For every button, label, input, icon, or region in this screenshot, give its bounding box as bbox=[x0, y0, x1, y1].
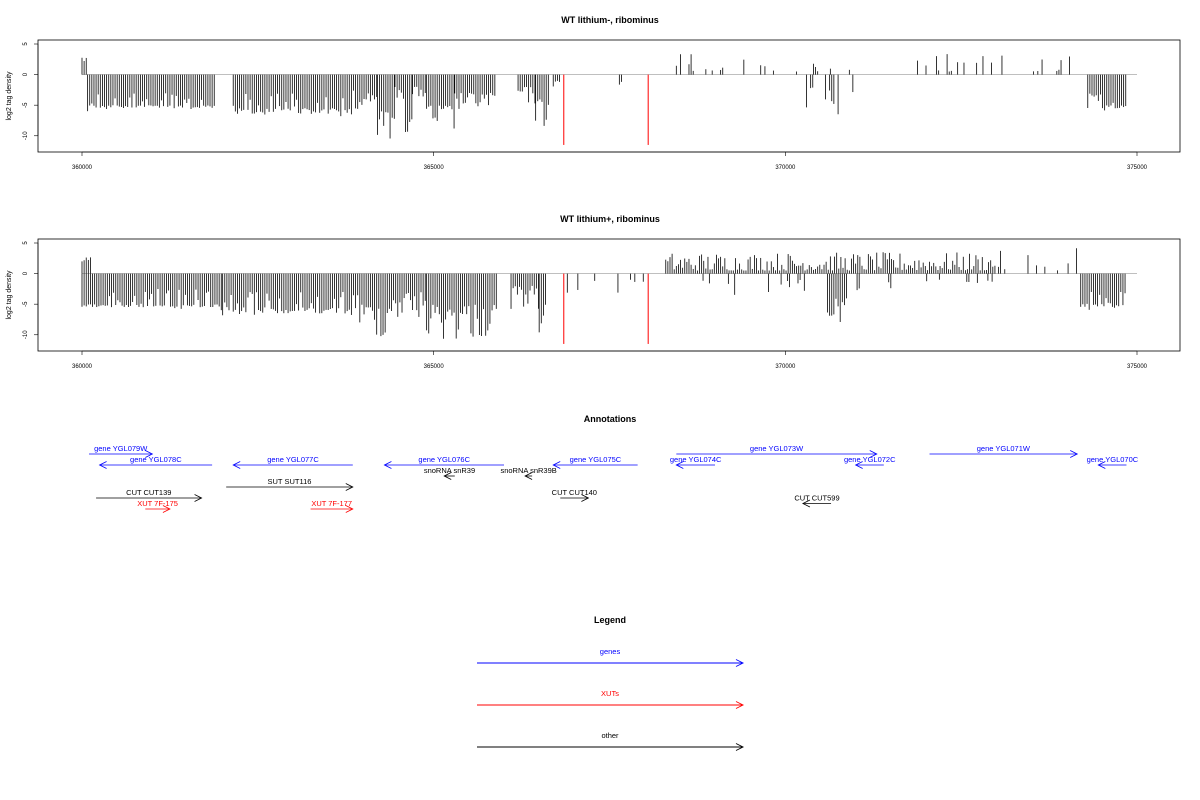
annotation-feature: SUT SUT116 bbox=[226, 477, 354, 491]
feature-arrowhead bbox=[443, 472, 452, 480]
feature-label: CUT CUT139 bbox=[126, 488, 171, 497]
feature-arrowhead bbox=[162, 505, 171, 513]
feature-label: gene YGL070C bbox=[1087, 455, 1139, 464]
annotation-feature: gene YGL071W bbox=[929, 444, 1079, 458]
legend-title: Legend bbox=[594, 615, 626, 625]
annotation-feature: gene YGL077C bbox=[232, 455, 353, 469]
x-tick-label: 370000 bbox=[775, 165, 796, 171]
annotation-feature: gene YGL076C bbox=[383, 455, 504, 469]
x-tick-label: 360000 bbox=[72, 364, 93, 370]
feature-label: SUT SUT116 bbox=[268, 477, 312, 486]
y-tick-label: 5 bbox=[23, 241, 29, 245]
panel-2-x-axis: 360000 365000 370000 375000 bbox=[72, 350, 1148, 370]
legend-entries: genes XUTs other bbox=[477, 647, 745, 751]
y-tick-label: -10 bbox=[23, 131, 29, 140]
feature-arrowhead bbox=[869, 450, 878, 458]
x-tick-label: 375000 bbox=[1127, 364, 1148, 370]
feature-label: snoRNA snR39B bbox=[500, 466, 556, 475]
annotation-feature: CUT CUT139 bbox=[96, 488, 203, 502]
feature-label: snoRNA snR39 bbox=[424, 466, 475, 475]
annotation-feature: gene YGL074C bbox=[670, 455, 722, 469]
legend-entry-other: other bbox=[477, 731, 745, 751]
feature-arrowhead bbox=[232, 461, 241, 469]
legend-label: genes bbox=[600, 647, 621, 656]
x-tick-label: 375000 bbox=[1127, 165, 1148, 171]
annotation-feature: gene YGL075C bbox=[552, 455, 638, 469]
feature-label: CUT CUT140 bbox=[552, 488, 597, 497]
annotation-feature: CUT CUT599 bbox=[794, 494, 840, 508]
annotation-feature: XUT 7F-175 bbox=[137, 499, 178, 513]
annotation-feature: gene YGL072C bbox=[844, 455, 896, 469]
legend-arrowhead bbox=[735, 743, 745, 751]
legend-label: XUTs bbox=[601, 689, 619, 698]
annotation-feature: snoRNA snR39B bbox=[500, 466, 557, 480]
feature-label: gene YGL076C bbox=[418, 455, 470, 464]
feature-label: gene YGL074C bbox=[670, 455, 722, 464]
feature-arrowhead bbox=[345, 483, 354, 491]
annotation-feature: gene YGL073W bbox=[676, 444, 878, 458]
panel-lithium-minus: WT lithium-, ribominus log2 tag density … bbox=[6, 15, 1181, 171]
feature-arrowhead bbox=[145, 450, 154, 458]
feature-label: gene YGL075C bbox=[570, 455, 622, 464]
y-tick-label: -5 bbox=[23, 301, 29, 307]
panel-1-bars bbox=[81, 54, 1137, 145]
annotation-feature: XUT 7F-177 bbox=[310, 499, 354, 513]
feature-arrowhead bbox=[383, 461, 392, 469]
legend-entry-genes: genes bbox=[477, 647, 745, 667]
annotation-feature: gene YGL079W bbox=[89, 444, 154, 458]
feature-label: XUT 7F-175 bbox=[137, 499, 178, 508]
y-tick-label: -10 bbox=[23, 330, 29, 339]
feature-arrowhead bbox=[1070, 450, 1079, 458]
panel-lithium-plus: WT lithium+, ribominus log2 tag density … bbox=[6, 214, 1181, 370]
legend-label: other bbox=[601, 731, 619, 740]
feature-arrowhead bbox=[194, 494, 203, 502]
annotation-feature: snoRNA snR39 bbox=[424, 466, 475, 480]
panel-1-title: WT lithium-, ribominus bbox=[561, 15, 659, 25]
feature-label: gene YGL079W bbox=[94, 444, 148, 453]
x-tick-label: 370000 bbox=[775, 364, 796, 370]
annotation-feature: gene YGL078C bbox=[98, 455, 213, 469]
feature-arrowhead bbox=[1097, 461, 1106, 469]
annotation-features: gene YGL079W gene YGL078C gene YGL077C gene… bbox=[89, 444, 1139, 513]
feature-label: gene YGL073W bbox=[750, 444, 804, 453]
panel-1-x-axis: 360000 365000 370000 375000 bbox=[72, 151, 1148, 171]
feature-arrowhead bbox=[802, 499, 811, 508]
feature-arrowhead bbox=[581, 494, 590, 502]
panel-2-y-axis: 5 0 -5 -10 bbox=[23, 241, 39, 339]
panel-1-y-axis: 5 0 -5 -10 bbox=[23, 42, 39, 140]
feature-label: gene YGL072C bbox=[844, 455, 896, 464]
panel-1-ylabel: log2 tag density bbox=[6, 71, 13, 121]
annotations-title: Annotations bbox=[584, 414, 637, 424]
annotation-feature: gene YGL070C bbox=[1087, 455, 1139, 469]
feature-arrowhead bbox=[98, 461, 107, 469]
y-tick-label: 0 bbox=[23, 271, 29, 275]
feature-arrowhead bbox=[524, 472, 533, 480]
feature-label: gene YGL077C bbox=[267, 455, 319, 464]
y-tick-label: 0 bbox=[23, 72, 29, 76]
panel-2-title: WT lithium+, ribominus bbox=[560, 214, 660, 224]
feature-label: XUT 7F-177 bbox=[311, 499, 352, 508]
feature-arrowhead bbox=[345, 505, 354, 513]
panel-2-ylabel: log2 tag density bbox=[6, 270, 13, 320]
panel-2-bars bbox=[81, 248, 1137, 344]
x-tick-label: 365000 bbox=[424, 364, 445, 370]
legend-arrowhead bbox=[735, 659, 745, 667]
annotation-feature: CUT CUT140 bbox=[552, 488, 597, 502]
legend-panel: Legend genes XUTs other bbox=[477, 615, 745, 751]
feature-arrowhead bbox=[854, 461, 863, 469]
feature-label: gene YGL078C bbox=[130, 455, 182, 464]
x-tick-label: 365000 bbox=[424, 165, 445, 171]
feature-arrowhead bbox=[552, 461, 561, 469]
feature-arrowhead bbox=[675, 461, 684, 469]
legend-entry-XUTs: XUTs bbox=[477, 689, 745, 709]
y-tick-label: 5 bbox=[23, 42, 29, 46]
feature-label: gene YGL071W bbox=[977, 444, 1031, 453]
feature-label: CUT CUT599 bbox=[794, 494, 839, 503]
y-tick-label: -5 bbox=[23, 102, 29, 108]
x-tick-label: 360000 bbox=[72, 165, 93, 171]
legend-arrowhead bbox=[735, 701, 745, 709]
